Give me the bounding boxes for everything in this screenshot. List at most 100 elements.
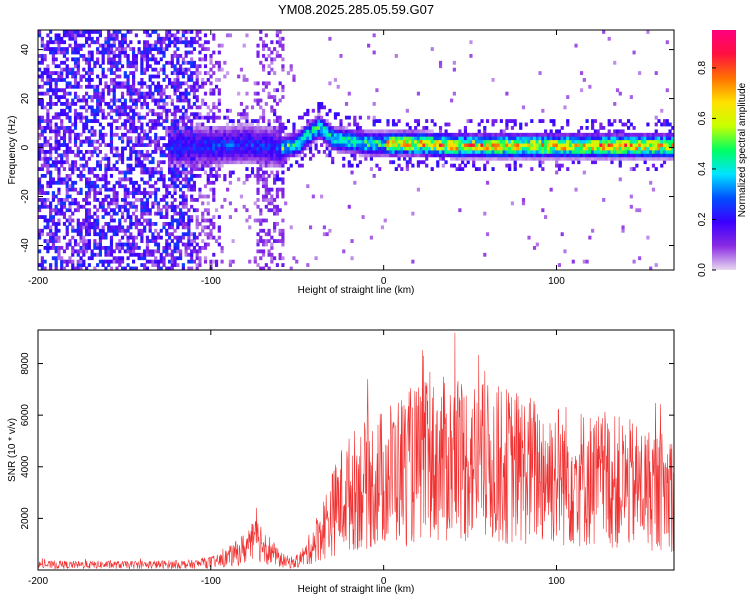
spectrogram-cell	[49, 163, 53, 168]
spectrogram-cell	[96, 246, 100, 250]
spectrogram-cell	[181, 112, 185, 117]
spectrogram-cell	[176, 163, 180, 168]
spectrogram-cell	[118, 222, 122, 226]
spectrogram-cell	[485, 136, 490, 141]
spectrogram-cell	[195, 132, 199, 137]
spectrogram-cell	[328, 146, 332, 151]
spectrogram-cell	[267, 174, 271, 178]
spectrogram-cell	[267, 239, 271, 243]
spectrogram-cell	[90, 150, 94, 154]
spectrogram-cell	[154, 242, 158, 247]
spectrogram-cell	[198, 105, 202, 110]
spectrogram-cell	[187, 235, 191, 240]
spectrogram-cell	[436, 160, 440, 165]
spectrogram-cell	[107, 91, 111, 96]
spectrogram-cell	[275, 177, 279, 182]
spectrogram-cell	[195, 160, 199, 165]
spectrogram-cell	[195, 156, 199, 161]
spectrogram-cell	[557, 163, 562, 168]
spectrogram-cell	[129, 167, 133, 171]
spectrogram-cell	[635, 143, 639, 147]
spectrogram-cell	[273, 156, 277, 161]
spectrogram-cell	[93, 88, 97, 93]
spectrogram-cell	[220, 129, 224, 134]
spectrogram-cell	[145, 40, 150, 45]
spectrogram-cell	[190, 139, 194, 144]
spectrogram-cell	[613, 136, 617, 141]
spectrogram-cell	[137, 47, 141, 51]
spectrogram-cell	[151, 184, 155, 189]
spectrogram-cell	[54, 228, 58, 233]
spectrogram-cell	[665, 88, 669, 93]
spectrogram-cell	[179, 201, 183, 206]
spectrogram-cell	[65, 47, 69, 51]
spectrogram-cell	[140, 122, 144, 127]
spectrogram-cell	[248, 146, 252, 151]
spectrogram-cell	[195, 98, 199, 103]
spectrogram-cell	[239, 67, 244, 72]
spectrogram-cell	[154, 139, 158, 144]
spectrogram-cell	[256, 170, 260, 175]
spectrogram-cell	[187, 139, 191, 144]
spectrogram-cell	[79, 119, 83, 123]
spectrogram-cell	[112, 54, 116, 58]
spectrogram-cell	[96, 50, 100, 55]
spectrogram-cell	[49, 263, 53, 267]
spectrogram-cell	[394, 132, 398, 137]
spectrogram-cell	[73, 119, 78, 123]
spectrogram-cell	[49, 50, 53, 55]
spectrogram-cell	[93, 204, 97, 209]
spectrogram-cell	[198, 143, 202, 147]
spectrogram-cell	[60, 160, 64, 165]
snr-y-label: SNR (10 * v/v)	[7, 418, 18, 482]
spectrogram-cell	[206, 163, 210, 168]
spectrogram-cell	[295, 136, 299, 141]
spectrogram-cell	[162, 105, 166, 110]
spectrogram-cell	[320, 143, 324, 147]
spectrogram-cell	[167, 129, 172, 134]
spectrogram-cell	[228, 143, 232, 147]
spectrogram-cell	[43, 150, 47, 154]
spectrogram-cell	[68, 163, 72, 168]
spectrogram-cell	[378, 139, 382, 144]
spectrogram-cell	[289, 136, 293, 141]
spectrogram-cell	[107, 167, 111, 171]
spectrogram-cell	[145, 208, 150, 213]
spectrogram-cell	[380, 150, 385, 154]
spectrogram-cell	[151, 259, 155, 264]
spectrogram-cell	[270, 143, 274, 147]
spectrogram-cell	[62, 50, 67, 55]
spectrogram-cell	[405, 143, 409, 147]
spectrogram-cell	[228, 263, 232, 267]
spectrogram-cell	[411, 259, 415, 264]
spectrogram-cell	[212, 160, 216, 165]
spectrogram-cell	[560, 146, 564, 151]
spectrogram-cell	[115, 225, 119, 230]
spectrogram-cell	[187, 43, 191, 48]
spectrogram-cell	[234, 129, 238, 134]
spectrogram-cell	[187, 119, 191, 123]
spectrogram-cell	[93, 64, 97, 69]
snr-x-tick-label: -100	[201, 576, 221, 587]
spectrogram-cell	[65, 33, 69, 38]
spectrogram-cell	[73, 187, 78, 192]
spectrogram-cell	[73, 47, 78, 51]
spectrogram-cell	[93, 266, 97, 270]
spectrogram-cell	[184, 146, 188, 151]
spectrogram-cell	[57, 177, 61, 182]
spectrogram-cell	[250, 167, 255, 171]
spectrogram-cell	[49, 215, 53, 219]
spectrogram-cell	[170, 222, 174, 226]
spectrogram-cell	[104, 40, 108, 45]
spectrogram-cell	[156, 246, 161, 250]
spectrogram-cell	[488, 136, 492, 141]
spectrogram-cell	[176, 150, 180, 154]
spectrogram-cell	[107, 47, 111, 51]
spectrogram-cell	[71, 180, 75, 185]
spectrogram-cell	[137, 98, 141, 103]
spectrogram-cell	[231, 239, 235, 243]
spectrogram-cell	[112, 198, 116, 202]
spectrogram-cell	[228, 33, 232, 38]
spectrogram-cell	[159, 256, 163, 261]
